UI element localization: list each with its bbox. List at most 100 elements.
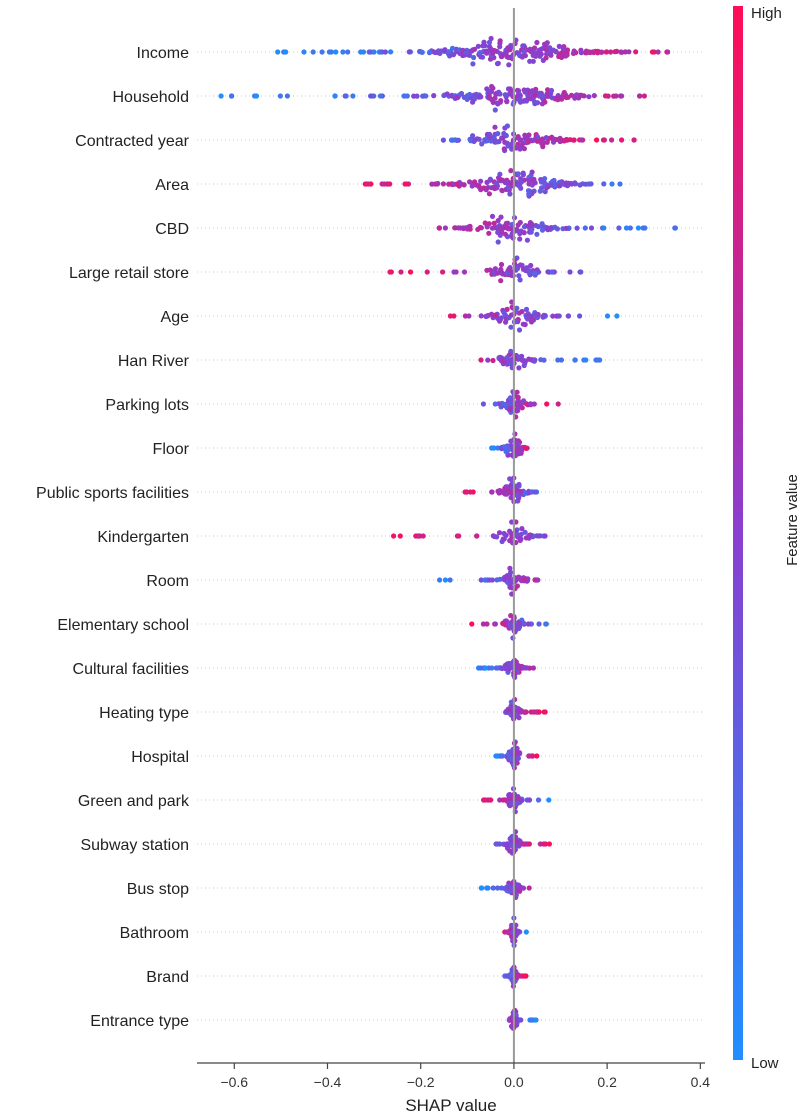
shap-point xyxy=(494,753,500,759)
shap-point xyxy=(440,269,446,275)
shap-point xyxy=(504,929,510,935)
shap-point xyxy=(572,180,578,186)
shap-point xyxy=(521,230,527,236)
feature-label: Bathroom xyxy=(120,925,189,942)
shap-point xyxy=(587,49,593,55)
shap-point xyxy=(469,183,475,189)
shap-point xyxy=(444,91,450,97)
shap-point xyxy=(486,230,492,236)
shap-point xyxy=(478,577,484,583)
shap-point xyxy=(522,89,528,95)
feature-label: Parking lots xyxy=(105,397,189,414)
shap-point xyxy=(651,49,657,55)
shap-point xyxy=(507,584,513,590)
shap-point xyxy=(494,139,500,145)
shap-point xyxy=(560,46,567,52)
shap-point xyxy=(531,178,537,184)
shap-point xyxy=(504,140,510,146)
feature-label: Room xyxy=(146,573,189,590)
shap-point xyxy=(501,146,507,152)
shap-point xyxy=(495,239,501,245)
shap-point xyxy=(494,100,500,106)
shap-point xyxy=(343,93,349,99)
shap-point xyxy=(545,269,551,275)
shap-point xyxy=(503,319,509,325)
shap-point xyxy=(508,348,514,354)
shap-point xyxy=(524,237,531,243)
shap-point xyxy=(494,841,500,847)
shap-point xyxy=(450,52,457,58)
shap-point xyxy=(477,50,483,56)
shap-point xyxy=(527,46,533,52)
shap-point xyxy=(594,137,600,143)
shap-point xyxy=(567,269,573,275)
shap-point xyxy=(489,577,495,583)
shap-point xyxy=(403,181,409,187)
shap-point xyxy=(371,49,377,55)
shap-point xyxy=(554,96,561,102)
shap-point xyxy=(332,93,338,99)
shap-point xyxy=(487,267,493,273)
shap-point xyxy=(530,137,536,143)
shap-point xyxy=(548,225,554,231)
shap-point xyxy=(539,185,545,191)
shap-point xyxy=(613,93,619,99)
feature-label: Floor xyxy=(153,441,190,458)
shap-point xyxy=(582,225,588,231)
shap-point xyxy=(602,93,609,99)
shap-point xyxy=(516,327,523,333)
shap-point xyxy=(525,621,531,627)
shap-point xyxy=(499,135,505,141)
shap-point xyxy=(555,357,561,363)
shap-point xyxy=(524,665,530,671)
shap-point xyxy=(616,225,622,231)
shap-point xyxy=(488,48,494,54)
shap-point xyxy=(578,92,585,98)
shap-point xyxy=(494,61,501,67)
shap-point xyxy=(496,530,503,536)
shap-point xyxy=(626,49,632,55)
shap-point xyxy=(492,124,498,130)
shap-point xyxy=(533,311,539,317)
shap-point xyxy=(486,39,493,46)
x-tick-label: 0.4 xyxy=(691,1074,711,1090)
shap-point xyxy=(517,277,523,283)
shap-point xyxy=(503,49,509,56)
shap-point xyxy=(535,100,541,106)
shap-point xyxy=(535,533,542,539)
colorbar-high-label: High xyxy=(751,5,782,22)
shap-point xyxy=(516,843,522,849)
shap-point xyxy=(471,54,477,61)
shap-point xyxy=(521,362,527,369)
shap-point xyxy=(672,225,678,231)
shap-point xyxy=(502,311,508,318)
shap-point xyxy=(588,225,595,231)
shap-point xyxy=(487,135,493,141)
shap-point xyxy=(526,797,532,803)
shap-point xyxy=(497,44,503,50)
shap-point xyxy=(485,357,491,363)
shap-point xyxy=(539,227,546,233)
shap-point xyxy=(631,137,637,143)
shap-point xyxy=(435,48,442,54)
shap-point xyxy=(603,49,609,55)
shap-point xyxy=(516,97,522,103)
feature-label: Household xyxy=(113,89,190,106)
shap-point xyxy=(514,144,520,150)
shap-point xyxy=(507,395,513,401)
shap-point xyxy=(467,91,473,98)
shap-point xyxy=(498,229,504,235)
shap-point xyxy=(543,621,549,627)
shap-point xyxy=(523,535,529,541)
shap-point xyxy=(538,357,544,363)
shap-point xyxy=(387,269,393,275)
shap-point xyxy=(543,55,549,61)
shap-point xyxy=(477,224,483,231)
shap-point xyxy=(637,93,643,99)
shap-point xyxy=(365,181,371,187)
shap-point xyxy=(503,618,509,624)
shap-point xyxy=(609,181,615,187)
shap-point xyxy=(464,49,470,56)
shap-point xyxy=(530,753,536,759)
shap-point xyxy=(507,191,513,197)
